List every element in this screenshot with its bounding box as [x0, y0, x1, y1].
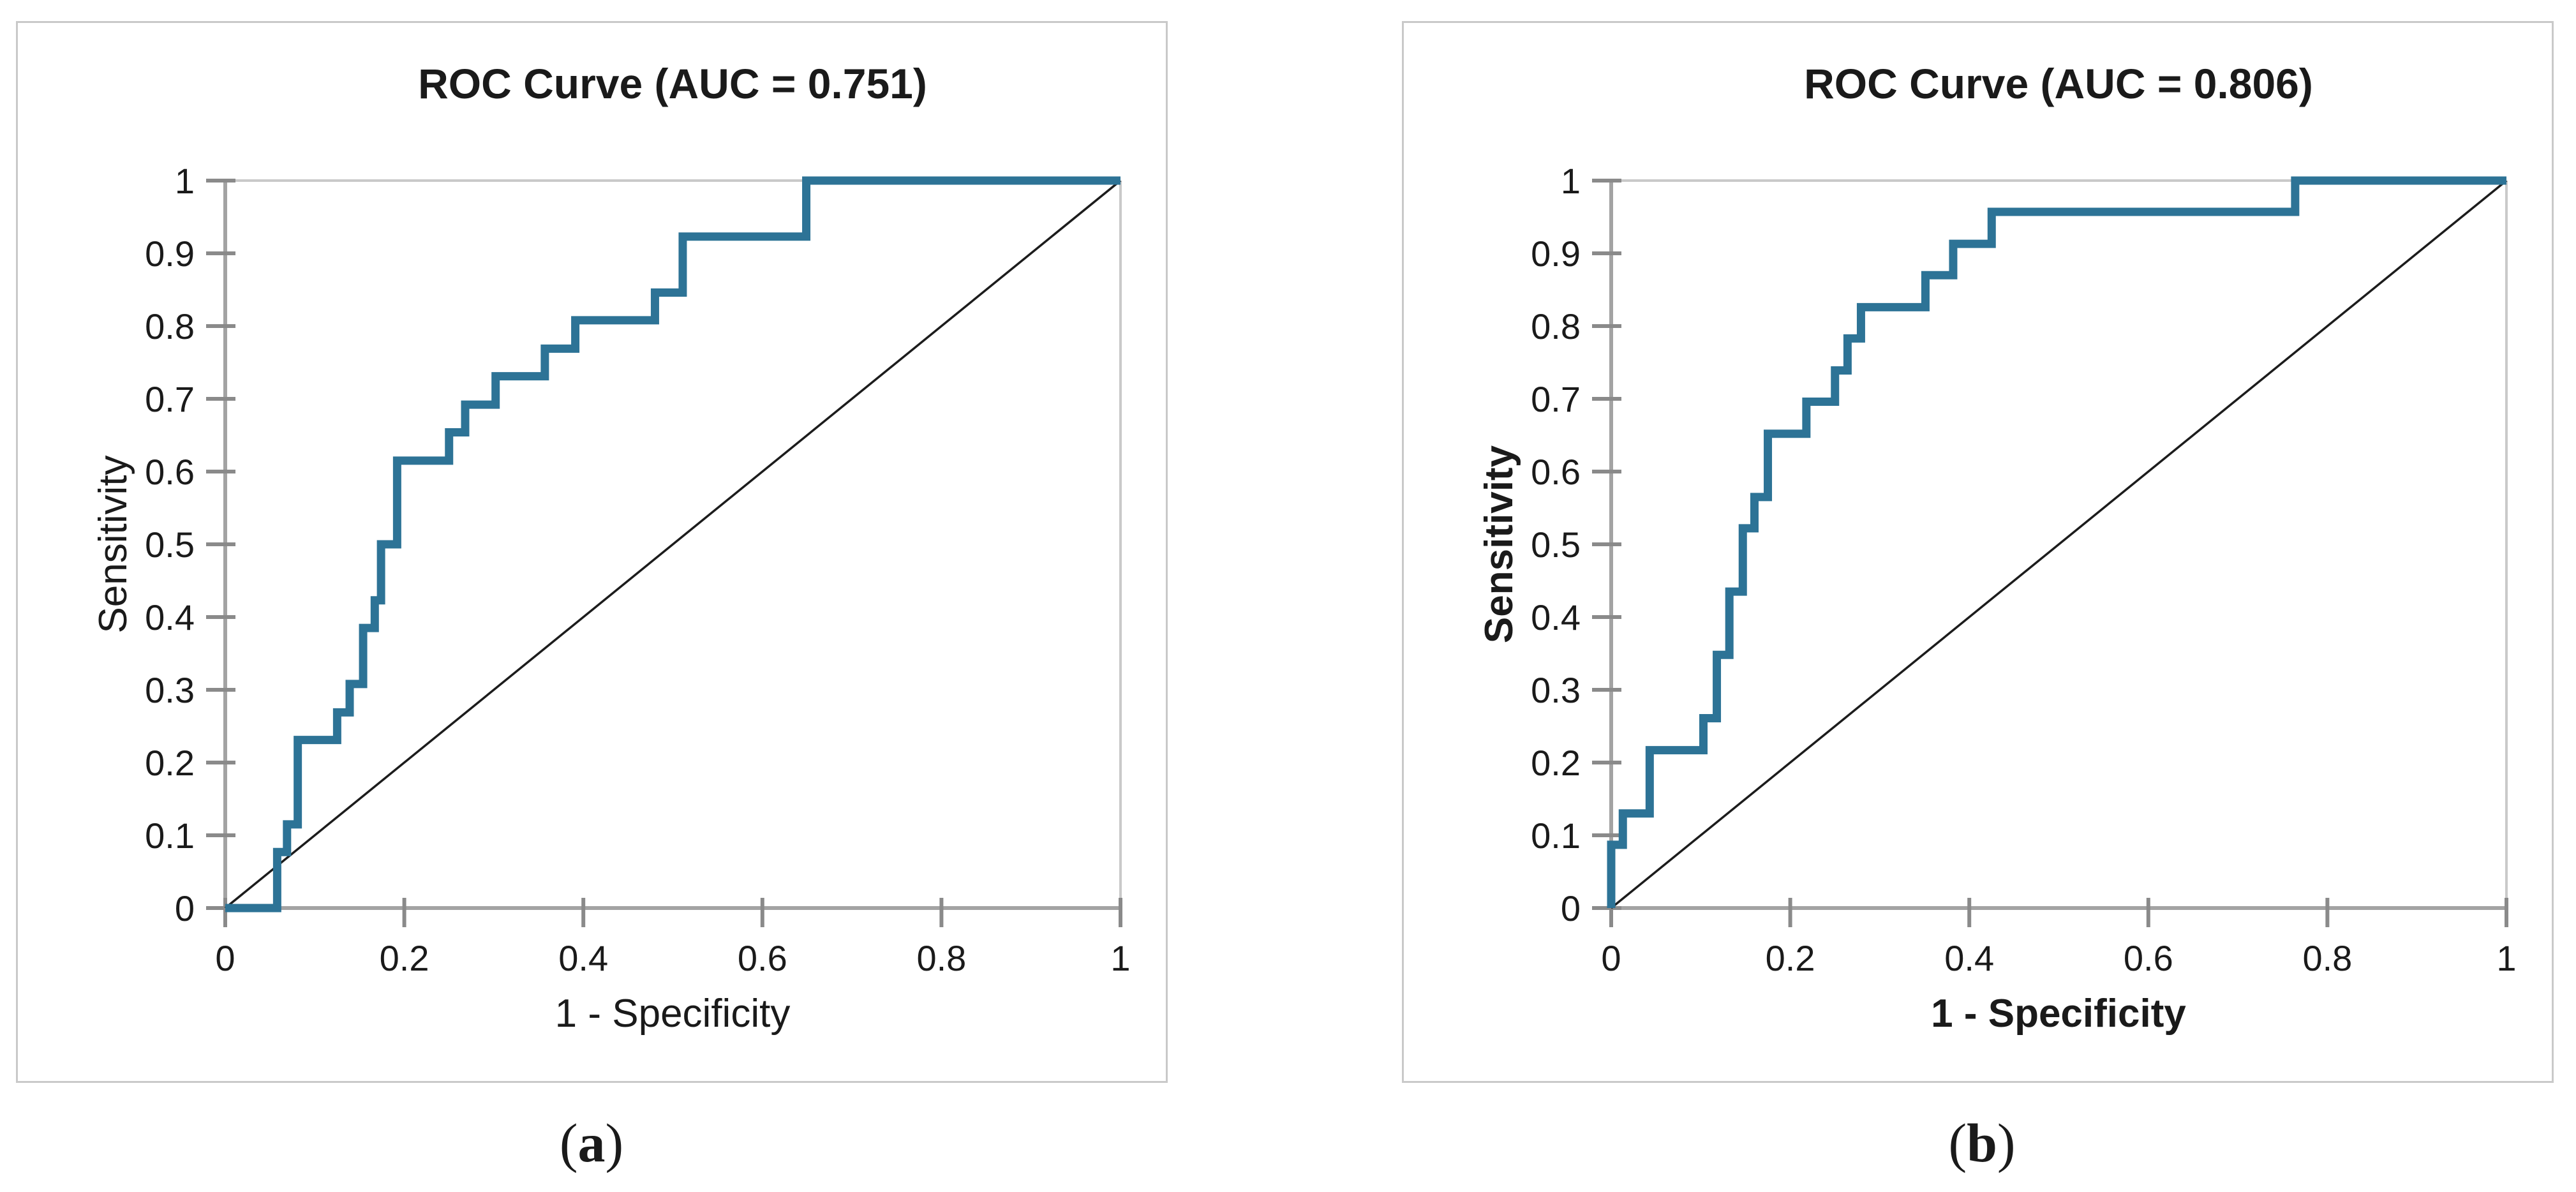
y-tick-label: 0.6: [145, 452, 195, 492]
y-tick-label: 0.2: [1531, 743, 1581, 783]
caption-letter: a: [577, 1112, 606, 1173]
roc-curve: [225, 176, 1120, 913]
y-tick-label: 0.9: [1531, 234, 1581, 274]
x-tick-label: 0.2: [1766, 938, 1815, 978]
y-tick-label: 0.3: [145, 670, 195, 710]
caption-paren-open: (: [559, 1112, 578, 1173]
chart-title-b: ROC Curve (AUC = 0.806): [1804, 60, 2313, 107]
x-tick-label: 0.2: [380, 938, 429, 978]
y-axis-title-b: Sensitivity: [1477, 445, 1521, 644]
y-tick-label: 0: [175, 888, 195, 928]
caption-paren-close: ): [1997, 1112, 2016, 1173]
roc-plot-b: 0 0.2 0.4 0.6 0.8 1 0 0.1 0.2 0.3 0.4 0.5 0.6 0.7 0.8 0…: [1531, 161, 2516, 978]
x-tick-label: 0.8: [2302, 938, 2352, 978]
y-tick-label: 0.2: [145, 743, 195, 783]
figure-caption-a: (a): [560, 1115, 623, 1170]
caption-paren-close: ): [605, 1112, 624, 1173]
caption-letter: b: [1967, 1112, 1997, 1173]
x-tick-label: 0.6: [738, 938, 787, 978]
x-tick-label: 1: [2496, 938, 2516, 978]
x-axis-title-a: 1 - Specificity: [555, 992, 791, 1036]
chart-title-a: ROC Curve (AUC = 0.751): [418, 60, 927, 107]
figure-caption-b: (b): [1948, 1115, 2015, 1170]
diagonal-reference-line: [224, 179, 1122, 909]
x-tick-label: 0: [215, 938, 235, 978]
x-axis-title-b: 1 - Specificity: [1931, 992, 2186, 1036]
y-tick-label: 0.9: [145, 234, 195, 274]
roc-panel-a: 0 0.2 0.4 0.6 0.8 1 0 0.1 0.2 0.3 0.4 0.5 0.6 0.7 0.8 0…: [16, 21, 1168, 1083]
y-tick-label: 0.8: [1531, 306, 1581, 346]
x-tick-label: 0.4: [1944, 938, 1994, 978]
y-tick-label: 0.5: [1531, 525, 1581, 565]
y-tick-label: 0.8: [145, 306, 195, 346]
x-tick-label: 0: [1601, 938, 1621, 978]
y-tick-label: 0.4: [1531, 597, 1581, 637]
y-tick-label: 0.4: [145, 597, 195, 637]
y-tick-label: 1: [1561, 161, 1581, 201]
y-tick-label: 0.5: [145, 525, 195, 565]
y-tick-label: 0.6: [1531, 452, 1581, 492]
y-tick-label: 0.1: [145, 816, 195, 856]
y-tick-label: 0: [1561, 888, 1581, 928]
y-tick-label: 0.3: [1531, 670, 1581, 710]
y-tick-label: 0.1: [1531, 816, 1581, 856]
roc-plot-a: 0 0.2 0.4 0.6 0.8 1 0 0.1 0.2 0.3 0.4 0.5 0.6 0.7 0.8 0…: [145, 161, 1130, 978]
y-tick-label: 1: [175, 161, 195, 201]
roc-curve: [1607, 176, 2506, 908]
roc-panel-b: 0 0.2 0.4 0.6 0.8 1 0 0.1 0.2 0.3 0.4 0.5 0.6 0.7 0.8 0…: [1402, 21, 2554, 1083]
x-tick-label: 1: [1110, 938, 1130, 978]
y-tick-label: 0.7: [145, 379, 195, 419]
y-tick-label: 0.7: [1531, 379, 1581, 419]
x-tick-label: 0.8: [916, 938, 966, 978]
y-axis-title-a: Sensitivity: [91, 455, 135, 634]
diagonal-reference-line: [1610, 179, 2508, 909]
caption-paren-open: (: [1948, 1112, 1967, 1173]
x-tick-label: 0.6: [2124, 938, 2173, 978]
x-tick-label: 0.4: [558, 938, 608, 978]
